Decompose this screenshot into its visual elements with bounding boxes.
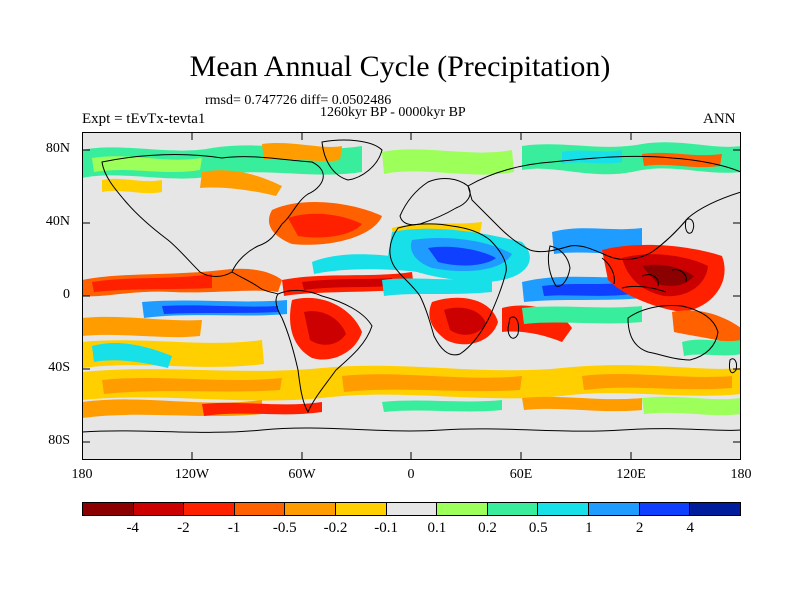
colorbar-box xyxy=(184,503,235,515)
north-atlantic-drying xyxy=(200,170,482,248)
colorbar-label: -4 xyxy=(126,520,139,536)
colorbar-label: 0.5 xyxy=(528,520,548,536)
colorbar-label: 4 xyxy=(686,520,695,536)
lat-label-80n: 80N xyxy=(45,141,70,156)
colorbar-box xyxy=(285,503,337,515)
experiment-label: Expt = tEvTx-tevta1 xyxy=(82,111,206,127)
colorbar-box xyxy=(234,503,286,515)
precipitation-map xyxy=(82,132,741,460)
colorbar-box xyxy=(336,503,387,515)
lon-label-60e: 60E xyxy=(509,467,533,482)
lat-label-80s: 80S xyxy=(48,433,70,448)
maritime-continent-drying xyxy=(602,244,741,346)
coastlines xyxy=(82,139,741,433)
colorbar-box xyxy=(538,503,590,515)
axis-ticks xyxy=(82,132,741,460)
colorbar-label: 0.1 xyxy=(427,520,447,536)
colorbar-label: 0.2 xyxy=(478,520,497,536)
colorbar-box xyxy=(83,503,134,515)
colorbar-label: -0.1 xyxy=(374,520,399,536)
colorbar-label: -0.2 xyxy=(323,520,348,536)
lon-label-180w: 180 xyxy=(71,467,93,482)
colorbar-box xyxy=(690,503,740,515)
colorbar-box xyxy=(589,503,640,515)
lat-label-40s: 40S xyxy=(48,360,70,375)
africa-wetting xyxy=(382,228,530,296)
lon-label-0: 0 xyxy=(407,467,415,482)
colorbar-box xyxy=(437,503,488,515)
colorbar xyxy=(82,502,741,516)
lon-label-120e: 120E xyxy=(616,467,646,482)
colorbar-label: -2 xyxy=(177,520,190,536)
lat-label-0: 0 xyxy=(63,287,70,302)
colorbar-box xyxy=(133,503,185,515)
colorbar-box xyxy=(487,503,539,515)
period-label: 1260kyr BP - 0000kyr BP xyxy=(320,105,466,120)
northern-high-lat-field xyxy=(82,142,741,194)
colorbar-box xyxy=(639,503,691,515)
season-label: ANN xyxy=(703,111,736,127)
map-frame xyxy=(82,132,741,460)
stats-line: rmsd= 0.747726 diff= 0.0502486 xyxy=(205,93,392,108)
colorbar-label: 2 xyxy=(635,520,644,536)
colorbar-label: -1 xyxy=(227,520,241,536)
chart-title: Mean Annual Cycle (Precipitation) xyxy=(189,50,611,83)
lon-label-60w: 60W xyxy=(288,467,316,482)
colorbar-label: -0.5 xyxy=(272,520,297,536)
colorbar-label: 1 xyxy=(585,520,593,536)
colorbar-box xyxy=(386,503,438,515)
lon-label-180e: 180 xyxy=(730,467,752,482)
lon-label-120w: 120W xyxy=(174,467,210,482)
south-america-drying xyxy=(290,297,362,360)
lat-label-40n: 40N xyxy=(45,214,70,229)
southern-ocean-band xyxy=(82,365,741,418)
